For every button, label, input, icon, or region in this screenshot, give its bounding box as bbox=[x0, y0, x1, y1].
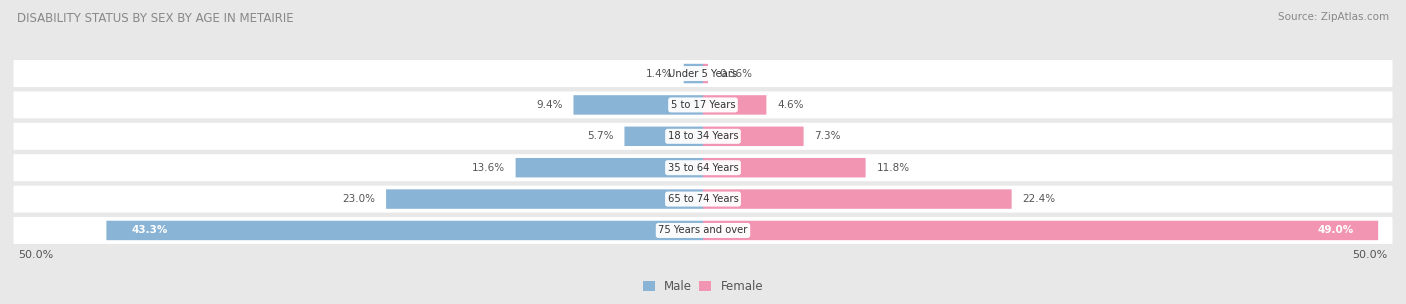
Text: 23.0%: 23.0% bbox=[342, 194, 375, 204]
Text: 13.6%: 13.6% bbox=[471, 163, 505, 173]
Text: 22.4%: 22.4% bbox=[1022, 194, 1056, 204]
Text: 50.0%: 50.0% bbox=[1353, 250, 1388, 260]
Text: 50.0%: 50.0% bbox=[18, 250, 53, 260]
FancyBboxPatch shape bbox=[14, 123, 1392, 150]
Text: 18 to 34 Years: 18 to 34 Years bbox=[668, 131, 738, 141]
Text: 49.0%: 49.0% bbox=[1317, 226, 1354, 236]
Text: 1.4%: 1.4% bbox=[647, 68, 672, 78]
Text: 7.3%: 7.3% bbox=[814, 131, 841, 141]
FancyBboxPatch shape bbox=[703, 126, 804, 146]
FancyBboxPatch shape bbox=[14, 92, 1392, 119]
Text: DISABILITY STATUS BY SEX BY AGE IN METAIRIE: DISABILITY STATUS BY SEX BY AGE IN METAI… bbox=[17, 12, 294, 25]
FancyBboxPatch shape bbox=[387, 189, 703, 209]
FancyBboxPatch shape bbox=[703, 221, 1378, 240]
Text: 65 to 74 Years: 65 to 74 Years bbox=[668, 194, 738, 204]
FancyBboxPatch shape bbox=[703, 95, 766, 115]
FancyBboxPatch shape bbox=[574, 95, 703, 115]
Text: 5 to 17 Years: 5 to 17 Years bbox=[671, 100, 735, 110]
Text: 11.8%: 11.8% bbox=[876, 163, 910, 173]
Legend: Male, Female: Male, Female bbox=[638, 275, 768, 298]
FancyBboxPatch shape bbox=[516, 158, 703, 178]
FancyBboxPatch shape bbox=[624, 126, 703, 146]
Text: 4.6%: 4.6% bbox=[778, 100, 804, 110]
Text: 35 to 64 Years: 35 to 64 Years bbox=[668, 163, 738, 173]
FancyBboxPatch shape bbox=[703, 64, 709, 83]
Text: 0.36%: 0.36% bbox=[718, 68, 752, 78]
Text: Source: ZipAtlas.com: Source: ZipAtlas.com bbox=[1278, 12, 1389, 22]
FancyBboxPatch shape bbox=[14, 154, 1392, 181]
Text: 43.3%: 43.3% bbox=[131, 226, 167, 236]
FancyBboxPatch shape bbox=[14, 60, 1392, 87]
FancyBboxPatch shape bbox=[14, 217, 1392, 244]
FancyBboxPatch shape bbox=[14, 185, 1392, 212]
FancyBboxPatch shape bbox=[107, 221, 703, 240]
FancyBboxPatch shape bbox=[703, 158, 866, 178]
Text: 75 Years and over: 75 Years and over bbox=[658, 226, 748, 236]
FancyBboxPatch shape bbox=[703, 189, 1012, 209]
Text: 5.7%: 5.7% bbox=[586, 131, 613, 141]
Text: Under 5 Years: Under 5 Years bbox=[668, 68, 738, 78]
FancyBboxPatch shape bbox=[683, 64, 703, 83]
Text: 9.4%: 9.4% bbox=[536, 100, 562, 110]
